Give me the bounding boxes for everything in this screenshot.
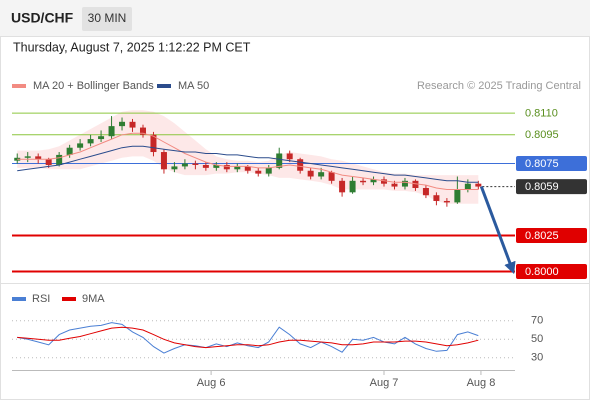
level-label: 0.8025 — [525, 230, 559, 242]
x-tick-label: Aug 8 — [467, 377, 496, 389]
candle-body — [234, 166, 241, 170]
candle-body — [35, 156, 42, 160]
legend-label: MA 20 + Bollinger Bands — [33, 80, 154, 92]
candle-body — [108, 126, 115, 137]
level-label-box — [516, 228, 587, 244]
y-tick-label: 70 — [531, 315, 543, 327]
level-label: 0.8110 — [525, 108, 558, 120]
level-label-box — [516, 179, 587, 195]
legend-swatch — [12, 297, 26, 301]
candle-body — [202, 164, 209, 168]
timeframe-badge[interactable] — [82, 7, 132, 31]
candle-body — [255, 170, 262, 174]
candle-body — [422, 188, 429, 196]
level-label: 0.8059 — [525, 181, 559, 193]
candle-body — [160, 152, 167, 170]
symbol: USD/CHF — [11, 10, 74, 26]
legend-swatch — [157, 84, 171, 88]
candle-body — [98, 136, 105, 140]
candle-body — [77, 143, 84, 148]
x-tick-label: Aug 6 — [197, 377, 226, 389]
candle-body — [265, 167, 272, 174]
candle-body — [139, 127, 146, 135]
datetime: Thursday, August 7, 2025 1:12:22 PM CET — [13, 40, 251, 54]
candle-body — [443, 200, 450, 203]
candle-body — [286, 153, 293, 160]
candle-body — [328, 172, 335, 181]
candle-body — [276, 153, 283, 168]
candle-body — [307, 170, 314, 177]
level-label: 0.8000 — [525, 266, 559, 278]
moving-average — [17, 132, 479, 190]
candle-body — [360, 180, 367, 183]
candle-body — [181, 163, 188, 167]
level-label: 0.8075 — [525, 158, 559, 170]
level-label-box — [516, 263, 587, 279]
candle-body — [464, 183, 471, 190]
x-tick-label: Aug 7 — [370, 377, 399, 389]
forecast-arrow — [479, 186, 516, 275]
level-label: 0.8095 — [525, 129, 559, 141]
candle-body — [297, 159, 304, 171]
candle-body — [150, 134, 157, 153]
legend-label: 9MA — [82, 293, 105, 305]
candle-body — [391, 183, 398, 187]
y-tick-label: 50 — [531, 333, 543, 345]
candle-body — [213, 164, 220, 168]
candle-body — [475, 183, 482, 187]
candle-body — [412, 180, 419, 189]
candle-body — [45, 159, 52, 165]
source: Research © 2025 Trading Central — [417, 80, 581, 92]
level-label-box — [516, 156, 587, 172]
candle-body — [119, 121, 126, 127]
candle-body — [381, 179, 388, 184]
candle-body — [370, 179, 377, 183]
candle-body — [66, 147, 73, 155]
candle-body — [87, 139, 94, 144]
candle-body — [401, 180, 408, 187]
candle-body — [433, 195, 440, 201]
candle-body — [223, 164, 230, 170]
legend-swatch — [62, 297, 76, 301]
candle-body — [56, 154, 63, 165]
moving-average — [17, 145, 479, 183]
timeframe[interactable]: 30 MIN — [88, 11, 127, 25]
candle-body — [454, 189, 461, 203]
legend-label: RSI — [32, 293, 50, 305]
candle-body — [192, 163, 199, 165]
y-tick-label: 30 — [531, 352, 543, 364]
indicator-line — [17, 326, 479, 349]
candle-body — [349, 180, 356, 193]
candle-body — [318, 172, 325, 177]
candle-body — [129, 121, 136, 128]
indicator-line — [17, 322, 479, 354]
legend-label: MA 50 — [178, 80, 209, 92]
candle-body — [171, 166, 178, 170]
candle-body — [24, 156, 31, 158]
candle-body — [339, 180, 346, 193]
legend-swatch — [12, 84, 26, 88]
candle-body — [244, 166, 251, 171]
